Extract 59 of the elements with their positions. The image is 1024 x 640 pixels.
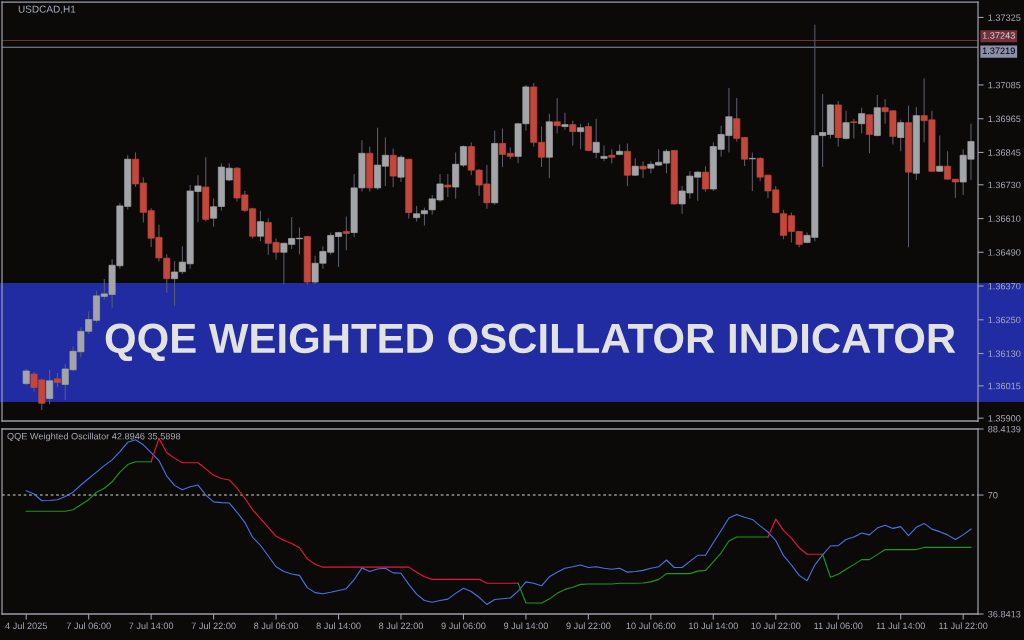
candlestick	[444, 173, 452, 198]
x-tick-label: 8 Jul 22:00	[378, 622, 424, 630]
x-tick-label: 10 Jul 06:00	[626, 622, 676, 630]
x-tick-label: 8 Jul 14:00	[316, 622, 361, 630]
x-tick-label: 9 Jul 06:00	[441, 622, 486, 630]
y-tick-label: 1.36730	[988, 181, 1021, 189]
candlestick	[46, 369, 54, 405]
x-tick-label: 10 Jul 22:00	[751, 622, 801, 630]
annotation: QQE Weighted Oscillator 42.8946 35.5898	[7, 432, 181, 442]
candlestick	[936, 135, 944, 173]
x-tick-label: 10 Jul 14:00	[689, 622, 738, 630]
y-tick-label: 1.36250	[988, 316, 1021, 324]
y-tick-label: 1.37085	[988, 81, 1021, 89]
y-tick-label: 1.36610	[988, 215, 1021, 222]
candlestick	[397, 154, 405, 183]
ref-line-label: 1.37243	[982, 32, 1015, 39]
y-tick-label: 70	[988, 491, 998, 499]
x-tick-label: 4 Jul 2025	[5, 622, 47, 630]
candlestick	[748, 151, 756, 192]
chart-subtitle: USDCAD,H1	[18, 5, 76, 14]
x-tick-label: 9 Jul 22:00	[566, 622, 611, 630]
candlestick	[584, 122, 592, 152]
text: QQE WEIGHTED OSCILLATOR INDICATOR	[105, 323, 956, 362]
y-tick-label: 1.36490	[988, 249, 1021, 256]
candlestick	[858, 107, 866, 135]
candlestick	[850, 118, 858, 139]
x-tick-label: 7 Jul 14:00	[129, 622, 174, 630]
ref-line-label: 1.37219	[982, 47, 1015, 55]
x-tick-label: 7 Jul 22:00	[191, 622, 236, 630]
candlestick	[623, 142, 631, 187]
x-tick-label: 11 Jul 14:00	[876, 622, 925, 630]
candlestick	[842, 110, 850, 141]
candlestick	[639, 160, 647, 179]
candlestick	[702, 165, 709, 193]
candlestick	[553, 97, 561, 135]
x-tick-label: 11 Jul 06:00	[814, 622, 863, 630]
candlestick	[897, 119, 905, 152]
y-tick-label: 1.35900	[988, 415, 1021, 422]
candlestick	[561, 112, 569, 131]
candlestick	[256, 210, 264, 242]
candlestick	[577, 123, 585, 150]
y-tick-label: 1.36015	[988, 382, 1021, 390]
y-tick-label: 1.36965	[988, 115, 1021, 123]
y-tick-label: 36.8413	[988, 610, 1021, 618]
candlestick	[600, 144, 608, 162]
y-tick-label: 1.36845	[988, 149, 1021, 156]
y-tick-label: 88.4139	[988, 425, 1021, 433]
candlestick	[569, 120, 577, 146]
x-tick-label: 7 Jul 06:00	[66, 622, 111, 630]
candlestick	[866, 113, 873, 154]
y-tick-label: 1.36130	[988, 350, 1021, 357]
x-tick-label: 9 Jul 14:00	[503, 622, 548, 630]
y-tick-label: 1.36370	[988, 282, 1021, 290]
candlestick	[342, 216, 350, 251]
x-tick-label: 11 Jul 22:00	[939, 622, 988, 630]
candlestick	[389, 147, 397, 188]
candlestick	[592, 118, 600, 159]
x-tick-label: 8 Jul 06:00	[254, 622, 299, 630]
y-tick-label: 1.37325	[988, 14, 1021, 21]
